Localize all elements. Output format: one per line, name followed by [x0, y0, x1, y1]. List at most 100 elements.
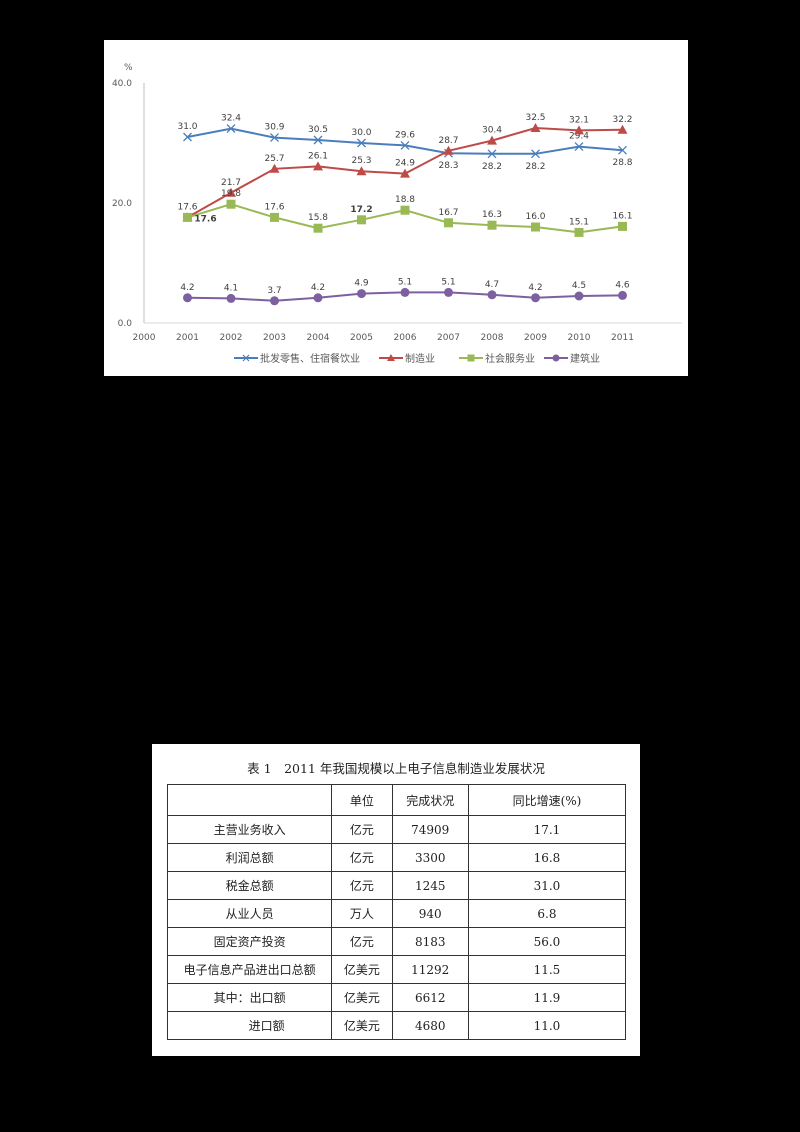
circle-marker-icon	[226, 293, 236, 303]
square-marker-icon	[357, 215, 366, 225]
header-growth: 同比增速(%)	[467, 784, 627, 816]
table-row: 其中：出口额 亿美元 6612 11.9	[166, 983, 627, 1012]
line-chart: % 0.0 20.0 40.0 2000 2001 2002 2003 2004 2005 2006…	[104, 40, 688, 376]
row-growth: 16.8	[467, 843, 627, 872]
circle-marker-icon	[313, 293, 323, 303]
circle-marker-icon	[487, 290, 497, 300]
row-growth: 11.5	[467, 955, 627, 984]
row-growth: 6.8	[467, 899, 627, 928]
row-item: 电子信息产品进出口总额	[166, 955, 333, 984]
data-label: 4.5	[572, 281, 586, 291]
circle-marker-icon	[400, 287, 410, 297]
square-marker-icon	[618, 221, 627, 231]
data-label: 5.1	[441, 277, 455, 287]
triangle-marker-icon	[226, 187, 236, 197]
table-row: 电子信息产品进出口总额 亿美元 11292 11.5	[166, 955, 627, 984]
row-item: 税金总额	[166, 871, 333, 900]
data-label: 19.8	[221, 189, 241, 199]
circle-marker-icon	[270, 296, 279, 306]
y-tick-label: 20.0	[112, 199, 132, 209]
data-label: 15.1	[569, 217, 589, 227]
row-growth: 31.0	[467, 871, 627, 900]
triangle-marker-icon	[269, 163, 280, 173]
data-label: 4.6	[615, 280, 630, 290]
row-value: 3300	[391, 843, 469, 872]
header-value: 完成状况	[391, 784, 469, 816]
x-marker-icon	[357, 138, 366, 148]
x-tick-label: 2005	[350, 333, 373, 343]
data-label: 30.9	[264, 123, 284, 133]
row-unit: 亿美元	[331, 983, 393, 1012]
data-label: 25.3	[351, 156, 371, 166]
row-item: 利润总额	[166, 843, 333, 872]
table-row: 固定资产投资 亿元 8183 56.0	[166, 927, 627, 956]
x-marker-icon	[400, 140, 410, 150]
data-label: 28.3	[438, 161, 458, 171]
x-tick-label: 2008	[481, 333, 504, 343]
data-label: 30.5	[308, 125, 328, 135]
legend-circle-marker-icon	[552, 354, 560, 362]
x-marker-icon	[313, 135, 323, 145]
x-marker-icon	[487, 149, 497, 159]
data-label: 3.7	[267, 286, 281, 296]
x-tick-label: 2000	[133, 333, 156, 343]
x-tick-label: 2003	[263, 333, 286, 343]
row-value: 1245	[391, 871, 469, 900]
row-unit: 亿美元	[331, 955, 393, 984]
x-tick-label: 2009	[524, 333, 547, 343]
data-label: 4.2	[311, 283, 325, 293]
table-row: 利润总额 亿元 3300 16.8	[166, 843, 627, 872]
row-value: 940	[391, 899, 469, 928]
data-label: 30.0	[351, 128, 371, 138]
data-label: 4.7	[485, 280, 499, 290]
data-label: 16.1	[612, 211, 632, 221]
circle-marker-icon	[444, 287, 453, 297]
data-label: 32.5	[525, 113, 545, 123]
data-label: 28.2	[525, 162, 545, 172]
data-label: 24.9	[395, 159, 415, 169]
circle-marker-icon	[357, 289, 366, 299]
x-marker-icon	[183, 132, 192, 142]
row-item: 固定资产投资	[166, 927, 333, 956]
data-label: 26.1	[308, 151, 328, 161]
triangle-marker-icon	[574, 125, 584, 135]
data-label: 28.8	[612, 158, 632, 168]
row-item: 从业人员	[166, 899, 333, 928]
data-label: 32.4	[221, 114, 241, 124]
table-title: 表 1 2011 年我国规模以上电子信息制造业发展状况	[247, 761, 545, 776]
circle-marker-icon	[183, 293, 192, 303]
row-growth: 56.0	[467, 927, 627, 956]
data-label: 18.8	[395, 195, 415, 205]
data-table: 单位 完成状况 同比增速(%) 主营业务收入 亿元 74909 17.1 利润总额 亿元 3…	[166, 784, 627, 1040]
data-label: 30.4	[482, 126, 502, 136]
row-value: 74909	[391, 815, 469, 844]
square-marker-icon	[487, 220, 497, 230]
x-marker-icon	[270, 133, 279, 143]
data-label: 31.0	[177, 122, 197, 132]
row-item: 其中：出口额	[166, 983, 333, 1012]
triangle-marker-icon	[443, 145, 454, 155]
row-value: 6612	[391, 983, 469, 1012]
row-unit: 亿元	[331, 871, 393, 900]
y-tick-label: 40.0	[112, 79, 132, 89]
square-marker-icon	[531, 222, 540, 232]
data-label: 17.2	[350, 205, 372, 215]
legend-triangle-marker-icon	[387, 354, 395, 361]
square-marker-icon	[270, 212, 279, 222]
x-marker-icon	[531, 149, 540, 159]
circle-marker-icon	[574, 291, 584, 301]
x-tick-label: 2011	[611, 333, 634, 343]
data-label: 16.0	[525, 212, 545, 222]
x-tick-label: 2007	[437, 333, 460, 343]
data-label: 32.1	[569, 115, 589, 125]
triangle-marker-icon	[356, 166, 367, 176]
x-tick-label: 2006	[394, 333, 417, 343]
data-label: 4.1	[224, 283, 238, 293]
row-value: 4680	[391, 1011, 469, 1040]
legend-label: 制造业	[405, 352, 435, 365]
triangle-marker-icon	[617, 124, 628, 134]
x-tick-label: 2002	[220, 333, 243, 343]
legend-square-marker-icon	[467, 354, 475, 362]
square-marker-icon	[574, 227, 584, 237]
header-unit: 单位	[331, 784, 393, 816]
